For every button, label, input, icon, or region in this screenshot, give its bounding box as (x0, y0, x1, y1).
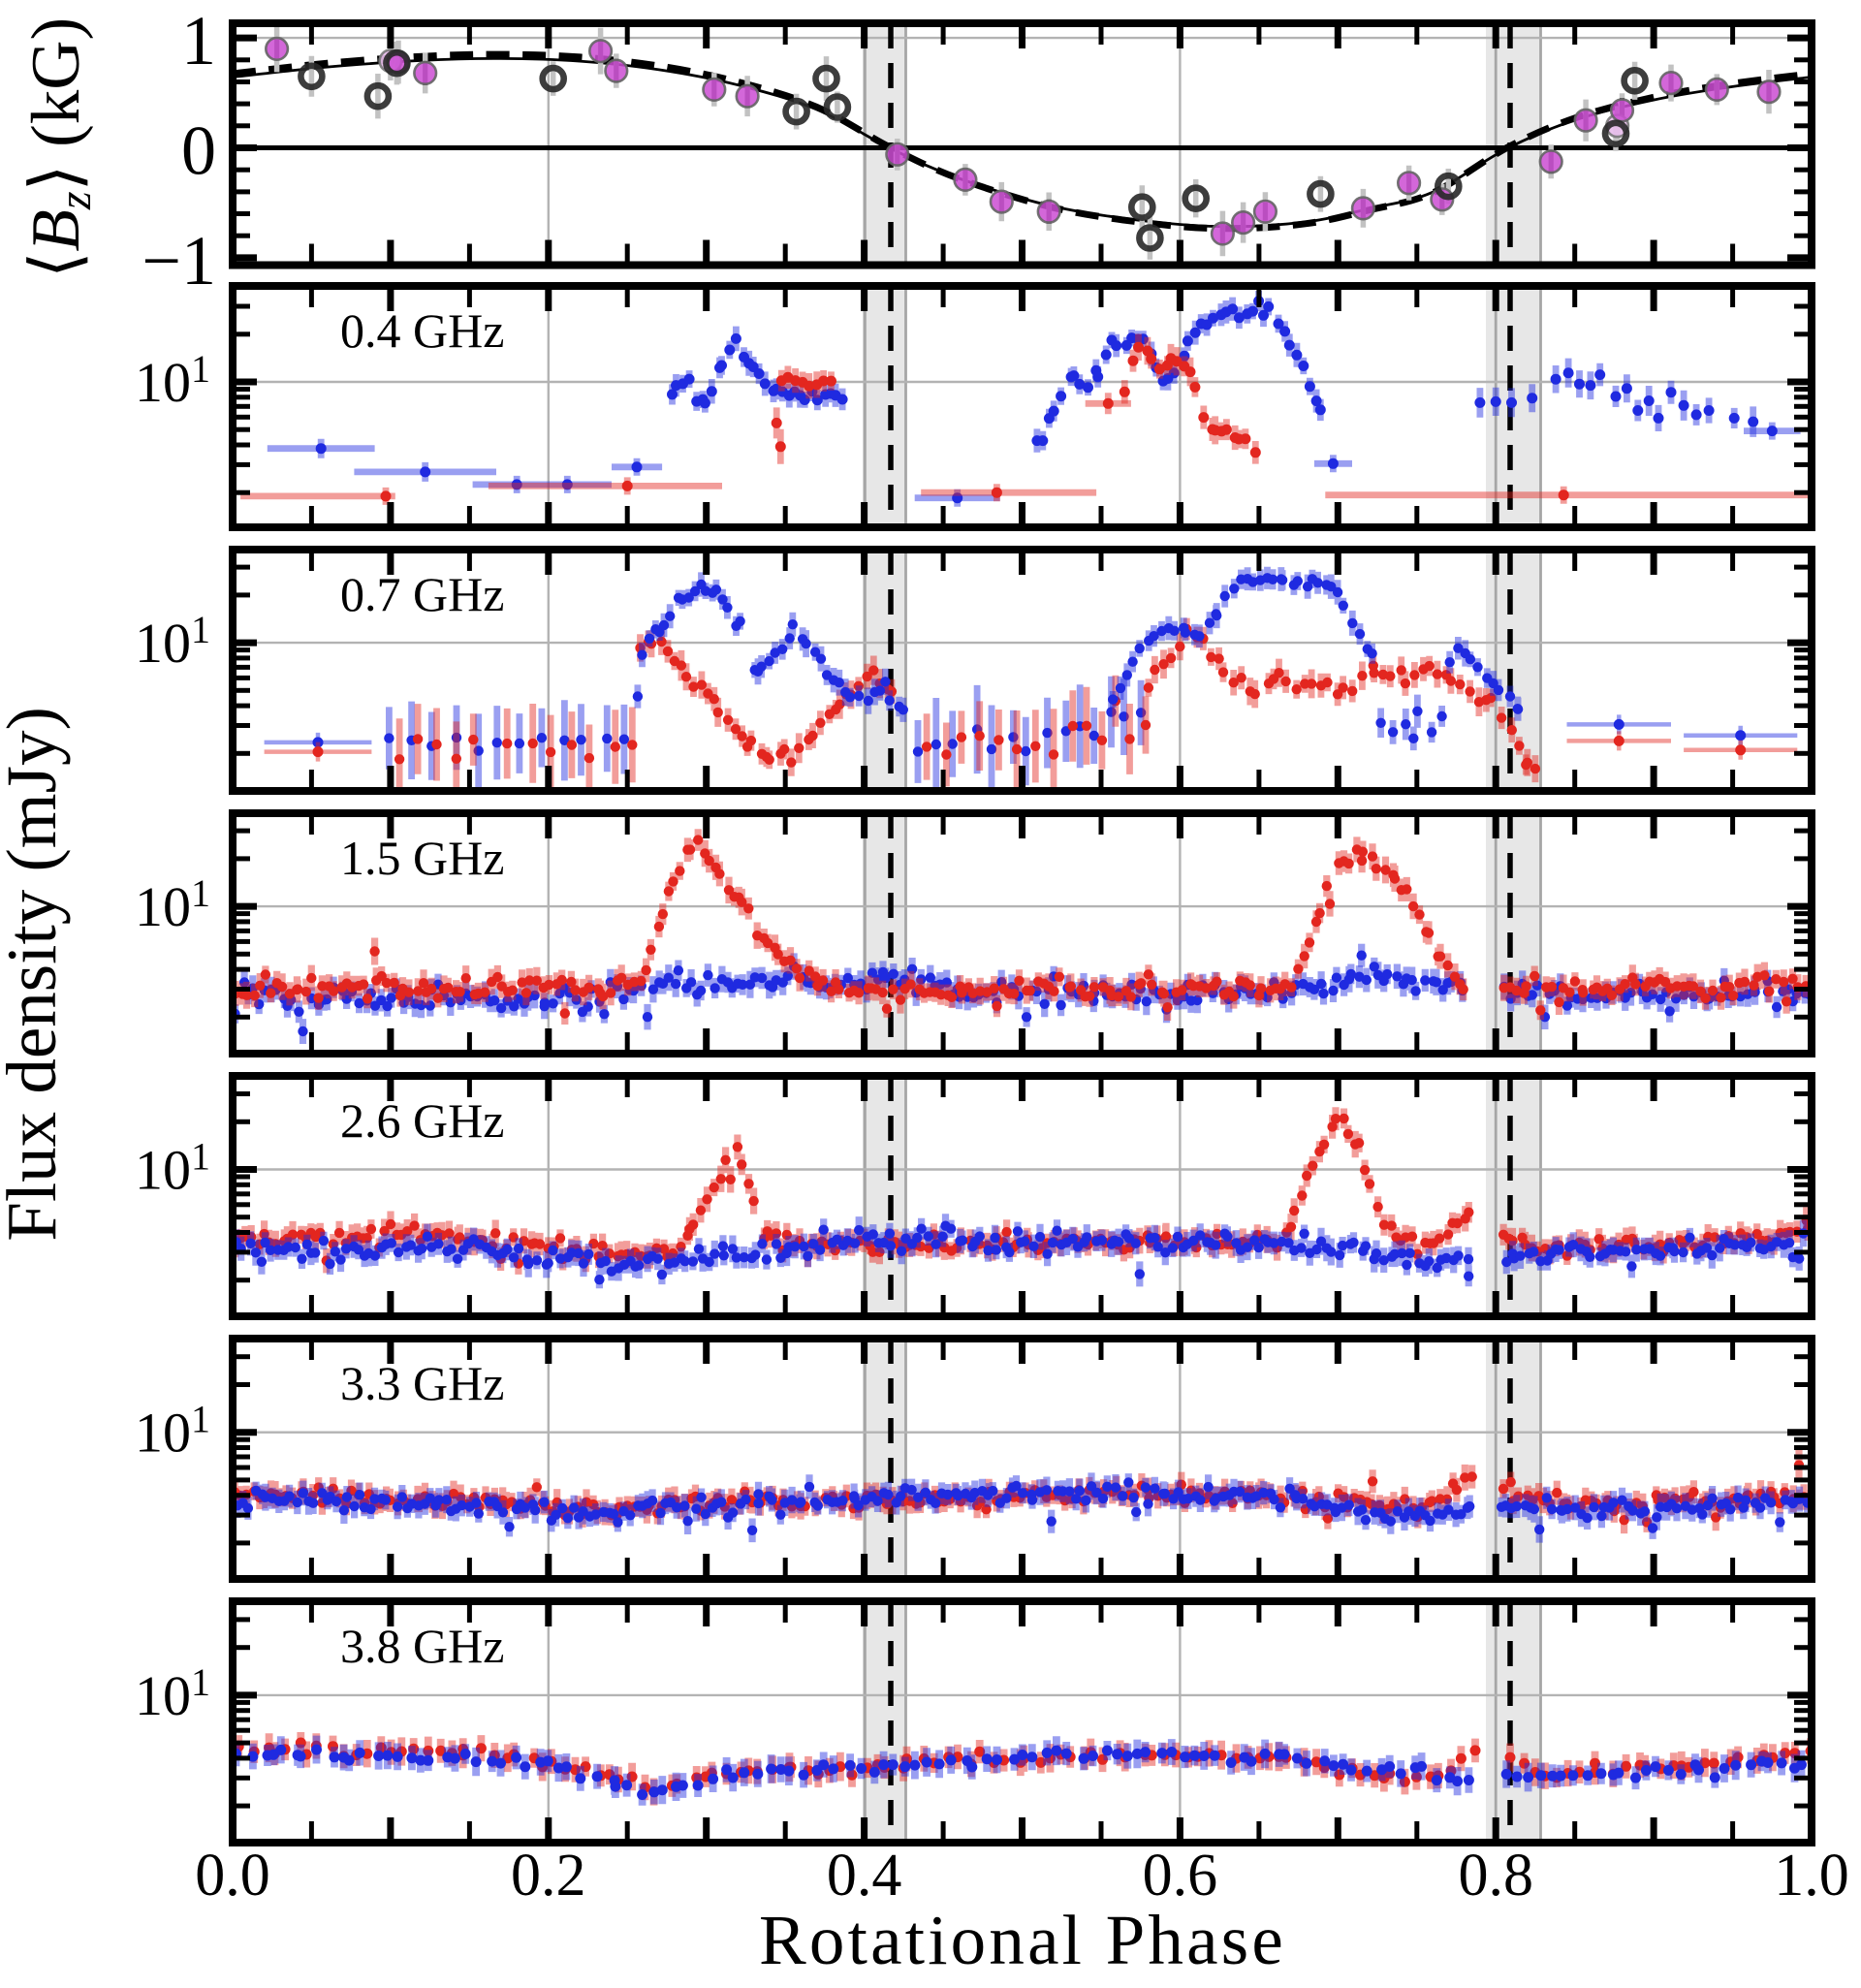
svg-text:0.0: 0.0 (195, 1843, 270, 1909)
svg-text:0.7 GHz: 0.7 GHz (340, 567, 504, 621)
svg-text:1.5 GHz: 1.5 GHz (340, 831, 504, 885)
svg-text:Flux density (mJy): Flux density (mJy) (0, 707, 71, 1242)
svg-text:101: 101 (135, 1398, 210, 1465)
svg-text:0.4 GHz: 0.4 GHz (340, 303, 504, 358)
svg-text:0.6: 0.6 (1143, 1843, 1218, 1909)
svg-text:1.0: 1.0 (1774, 1843, 1849, 1909)
svg-text:Rotational Phase: Rotational Phase (759, 1901, 1286, 1979)
svg-text:1: 1 (181, 2, 216, 79)
svg-text:⟨Bz⟩ (kG): ⟨Bz⟩ (kG) (18, 17, 101, 278)
svg-text:2.6 GHz: 2.6 GHz (340, 1093, 504, 1148)
svg-text:0.2: 0.2 (511, 1843, 586, 1909)
svg-text:3.8 GHz: 3.8 GHz (340, 1619, 504, 1673)
svg-text:0.4: 0.4 (827, 1843, 902, 1909)
svg-text:0.8: 0.8 (1458, 1843, 1533, 1909)
svg-text:3.3 GHz: 3.3 GHz (340, 1356, 504, 1410)
svg-text:0: 0 (181, 112, 216, 190)
svg-text:−1: −1 (142, 222, 216, 300)
